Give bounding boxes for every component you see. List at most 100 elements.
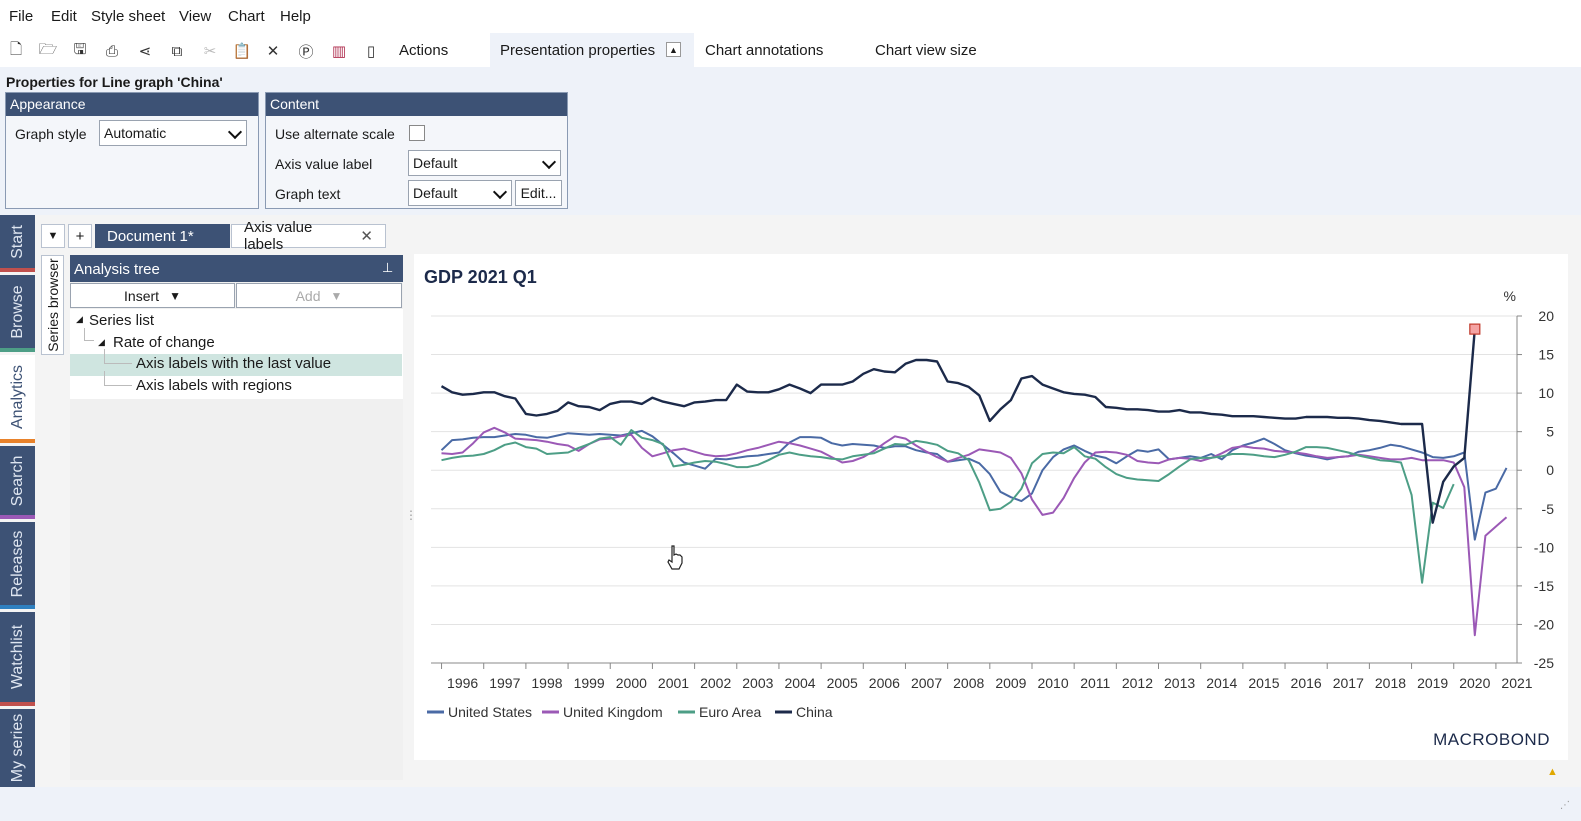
menu-view[interactable]: View (179, 8, 212, 25)
x-tick-label: 2020 (1459, 675, 1490, 691)
chart-annotations-tab[interactable]: Chart annotations (705, 42, 824, 59)
toolbar (0, 33, 1581, 67)
tree-item[interactable] (70, 354, 402, 376)
splitter-handle-icon[interactable]: ⋮ (405, 508, 417, 522)
axis-value-labels-tab[interactable]: Axis value labels ✕ (231, 219, 386, 253)
paste-icon[interactable]: 📋 (232, 43, 252, 60)
series-browser-label: Series browser (44, 258, 61, 352)
y-tick-label: 20 (1538, 308, 1554, 324)
add-label: Add (295, 287, 321, 304)
sidebar-tab-browse[interactable]: Browse (0, 275, 35, 352)
x-tick-label: 2018 (1375, 675, 1406, 691)
legend-label[interactable]: United Kingdom (563, 704, 663, 720)
chevron-down-icon (227, 124, 243, 140)
sidebar-tab-search[interactable]: Search (0, 446, 35, 519)
series-line-euro-area[interactable] (441, 429, 1455, 584)
resize-grip-icon[interactable]: ⋰ (1560, 800, 1570, 811)
tree-connector (104, 371, 132, 386)
sidebar-tab-watchlist[interactable]: Watchlist (0, 612, 35, 706)
copy-icon[interactable]: ⧉ (171, 42, 183, 60)
legend-label[interactable]: Euro Area (699, 704, 761, 720)
sidebar-tab-analytics[interactable]: Analytics (0, 355, 35, 443)
sidebar-tab-label: Browse (8, 284, 26, 339)
share-icon[interactable]: ⋖ (138, 43, 152, 60)
close-tab-icon[interactable]: ✕ (360, 228, 373, 245)
x-tick-label: 2012 (1122, 675, 1153, 691)
warning-icon[interactable]: ▲ (1547, 766, 1558, 778)
save-icon[interactable]: 🖫 (73, 40, 87, 58)
x-tick-label: 2014 (1206, 675, 1237, 691)
print-icon[interactable]: ⎙ (105, 42, 118, 60)
series-line-united-kingdom[interactable] (441, 426, 1508, 637)
graph-text-select[interactable]: Default (408, 180, 512, 206)
chart-pane (414, 254, 1568, 760)
menu-style-sheet[interactable]: Style sheet (91, 8, 166, 25)
y-tick-label: 0 (1546, 462, 1554, 478)
pin-icon[interactable]: ⊥ (382, 260, 394, 275)
y-axis-unit: % (1504, 288, 1516, 304)
add-button[interactable]: Add ▼ (236, 283, 402, 308)
presentation-properties-tab[interactable]: Presentation properties (500, 42, 656, 59)
sidebar-tab-label: My series (8, 713, 26, 783)
y-tick-label: -5 (1542, 501, 1555, 517)
presentation-tab-highlight (490, 33, 694, 67)
chart-bars-icon[interactable]: ▥ (331, 43, 347, 60)
chart-view-size-tab[interactable]: Chart view size (875, 42, 977, 59)
axis-value-label-label: Axis value label (275, 156, 373, 172)
presentation-p-icon[interactable]: Ⓟ (298, 43, 314, 61)
x-tick-label: 1999 (574, 675, 605, 691)
series-line-china[interactable] (440, 329, 1476, 524)
sidebar-tab-label: Analytics (8, 364, 26, 430)
graph-style-select[interactable]: Automatic (99, 120, 247, 146)
sidebar-tab-my-series[interactable]: My series (0, 709, 35, 787)
x-tick-label: 2008 (953, 675, 984, 691)
cut-icon[interactable]: ✂ (203, 43, 217, 60)
chevron-down-icon (492, 184, 508, 200)
tabs-dropdown-button[interactable]: ▼ (41, 224, 65, 248)
x-tick-label: 2007 (911, 675, 942, 691)
menu-help[interactable]: Help (280, 8, 311, 25)
new-document-icon[interactable]: 🗋 (9, 40, 23, 58)
document-tab[interactable]: Document 1* (95, 224, 230, 248)
legend-label[interactable]: United States (448, 704, 532, 720)
expand-arrow-icon[interactable]: ◢ (76, 314, 83, 324)
open-folder-icon[interactable]: 🗁 (38, 40, 58, 58)
legend-label[interactable]: China (796, 704, 833, 720)
axis-value-label-select[interactable]: Default (408, 150, 561, 176)
add-tab-button[interactable]: + (68, 224, 92, 248)
insert-button[interactable]: Insert ▼ (70, 283, 235, 308)
sidebar-tab-label: Search (8, 455, 26, 506)
series-line-united-states[interactable] (440, 429, 1508, 541)
series-browser-tab[interactable]: Series browser (41, 255, 64, 355)
menu-file[interactable]: File (9, 8, 34, 25)
edit-graph-text-button[interactable]: Edit... (515, 180, 562, 206)
menu-edit[interactable]: Edit (51, 8, 77, 25)
tree-item-label: Axis labels with regions (136, 377, 292, 394)
view-size-icon[interactable]: ▯ (366, 43, 376, 60)
x-tick-label: 2016 (1291, 675, 1322, 691)
appearance-header: Appearance (6, 93, 258, 116)
actions-tab[interactable]: Actions (399, 42, 449, 59)
x-tick-label: 2021 (1501, 675, 1532, 691)
sidebar-tab-start[interactable]: Start (0, 215, 35, 272)
selected-point-marker[interactable] (1469, 323, 1481, 335)
collapse-up-icon[interactable]: ▲ (666, 42, 681, 57)
x-tick-label: 2015 (1248, 675, 1279, 691)
x-tick-label: 1998 (531, 675, 562, 691)
tree-item-label: Series list (89, 312, 155, 329)
alternate-scale-checkbox[interactable] (409, 125, 425, 141)
analysis-tree-title: Analysis tree (74, 261, 160, 278)
y-tick-label: -15 (1534, 578, 1554, 594)
y-tick-label: -25 (1534, 655, 1554, 671)
tree-connector (84, 328, 94, 341)
sidebar-tab-releases[interactable]: Releases (0, 522, 35, 609)
y-tick-label: -10 (1534, 539, 1554, 555)
appearance-group: Appearance (5, 92, 259, 209)
x-tick-label: 2017 (1333, 675, 1364, 691)
delete-icon[interactable]: ✕ (266, 43, 280, 60)
axis-value-label-value: Default (413, 155, 458, 171)
properties-panel (0, 67, 1581, 215)
tree-item-label: Rate of change (113, 334, 215, 351)
menu-chart[interactable]: Chart (228, 8, 265, 25)
expand-arrow-icon[interactable]: ◢ (98, 337, 105, 347)
